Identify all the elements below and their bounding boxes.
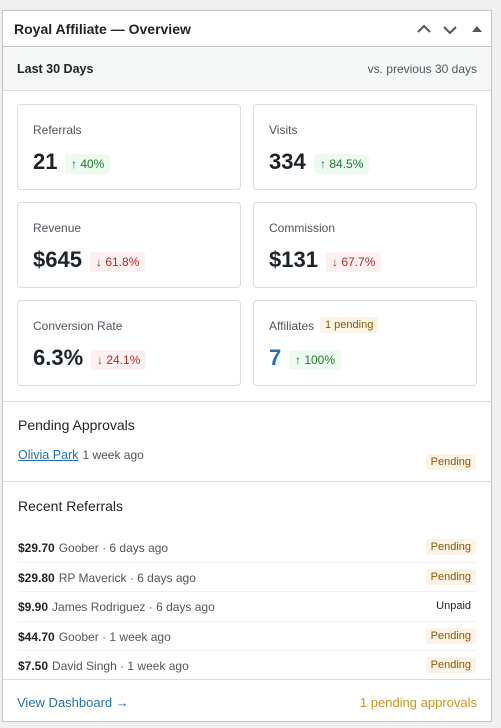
- period-label: Last 30 Days: [17, 62, 94, 76]
- stat-change: ↓ 24.1%: [91, 350, 147, 370]
- header-controls[interactable]: [415, 20, 485, 38]
- status-badge: Pending: [425, 568, 476, 585]
- section-title: Pending Approvals: [18, 417, 135, 433]
- stat-label: Commission: [269, 221, 336, 235]
- stat-label: Referrals: [33, 123, 82, 137]
- stat-card: Conversion Rate 6.3% ↓ 24.1%: [17, 300, 241, 386]
- status-badge: Pending: [425, 539, 476, 555]
- stat-value: 334: [269, 149, 306, 174]
- pending-summary: 1 pending approvals: [359, 695, 477, 710]
- referral-row: $29.70 Goober · 6 days ago Pending: [18, 533, 476, 563]
- period-comparison: vs. previous 30 days: [367, 62, 477, 76]
- referral-row: $44.70 Goober · 1 week ago Pending: [18, 622, 476, 651]
- referral-detail: Goober · 1 week ago: [58, 629, 171, 644]
- referral-detail: RP Maverick · 6 days ago: [58, 570, 196, 585]
- section-title: Recent Referrals: [18, 498, 124, 514]
- referral-amount: $9.90: [18, 600, 49, 614]
- referral-amount: $44.70: [18, 629, 55, 644]
- referral-amount: $7.50: [18, 659, 49, 673]
- stat-label: Affiliates: [269, 319, 315, 333]
- stat-label: Revenue: [33, 221, 82, 235]
- referral-amount: $29.80: [18, 570, 55, 585]
- referral-detail: Goober · 6 days ago: [58, 541, 169, 555]
- referral-amount: $29.70: [18, 541, 55, 555]
- stat-value: $645: [33, 247, 82, 272]
- stat-card: Revenue $645 ↓ 61.8%: [17, 202, 241, 288]
- widget: Royal Affiliate — Overview Last 30 Days …: [2, 10, 492, 722]
- stat-card: Visits 334 ↑ 84.5%: [253, 104, 477, 190]
- referral-row: $7.50 David Singh · 1 week ago Pending: [18, 651, 476, 681]
- stat-value: 21: [33, 149, 58, 174]
- stat-card: Affiliates 1 pending 7 ↑ 100%: [253, 300, 477, 386]
- status-badge: Unpaid: [436, 600, 471, 612]
- referral-row: $29.80 RP Maverick · 6 days ago Pending: [18, 563, 476, 592]
- referral-row: $9.90 James Rodriguez · 6 days ago Unpaid: [18, 592, 476, 622]
- status-badge: Pending: [425, 454, 476, 470]
- referrals-section: Recent Referrals $29.70 Goober · 6 days a…: [3, 481, 491, 679]
- stat-card: Referrals 21 ↑ 40%: [17, 104, 241, 190]
- widget-footer: View Dashboard → 1 pending approvals: [3, 679, 491, 722]
- stat-value: 7: [269, 345, 282, 370]
- dashboard-link[interactable]: View Dashboard →: [17, 695, 129, 710]
- pending-time: 1 week ago: [82, 448, 144, 462]
- referral-detail: David Singh · 1 week ago: [52, 659, 189, 673]
- status-badge: Pending: [425, 657, 476, 673]
- stat-change: ↓ 67.7%: [326, 252, 382, 272]
- stat-value: $131: [269, 247, 318, 272]
- stat-badge: 1 pending: [320, 317, 379, 333]
- stat-change: ↓ 61.8%: [90, 252, 146, 272]
- stat-card: Commission $131 ↓ 67.7%: [253, 202, 477, 288]
- stat-change: ↑ 84.5%: [314, 154, 370, 174]
- stat-label: Conversion Rate: [33, 319, 123, 333]
- pending-section: Pending Approvals Olivia Park 1 week ago P…: [3, 401, 491, 481]
- stat-change: ↑ 40%: [65, 154, 111, 174]
- stat-change: ↑ 100%: [289, 350, 342, 370]
- pending-row: Olivia Park 1 week ago Pending: [18, 448, 476, 477]
- status-badge: Pending: [425, 627, 476, 644]
- referral-detail: James Rodriguez · 6 days ago: [52, 600, 215, 614]
- widget-header: Royal Affiliate — Overview: [3, 11, 491, 47]
- stat-label: Visits: [269, 123, 298, 137]
- period-bar: Last 30 Days vs. previous 30 days: [3, 47, 491, 91]
- affiliate-link[interactable]: Olivia Park: [18, 448, 79, 462]
- widget-title: Royal Affiliate — Overview: [14, 21, 191, 37]
- stat-value: 6.3%: [33, 345, 84, 370]
